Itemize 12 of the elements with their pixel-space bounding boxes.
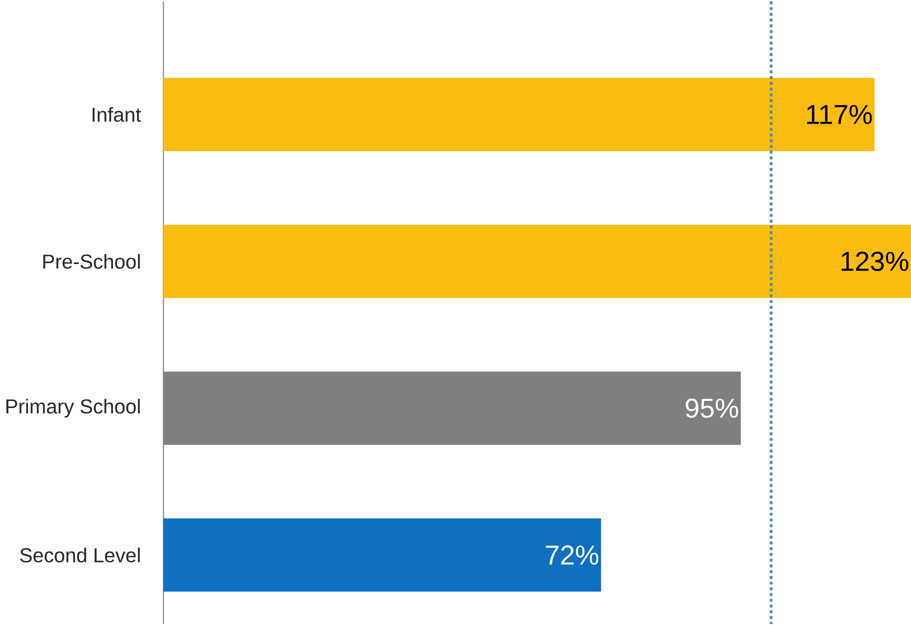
data-label: 117%	[807, 104, 872, 124]
y-tick-label: Pre-School	[43, 254, 140, 269]
data-label: 72%	[546, 545, 598, 564]
y-tick-label: Infant	[92, 106, 141, 122]
y-tick-label: Primary School	[6, 398, 140, 418]
bar	[163, 371, 741, 445]
data-label: 123%	[842, 251, 908, 271]
bar	[163, 224, 911, 298]
y-tick-label: Second Level	[20, 547, 140, 562]
data-label: 95%	[686, 398, 738, 418]
bar	[163, 518, 602, 592]
bar	[163, 78, 875, 151]
